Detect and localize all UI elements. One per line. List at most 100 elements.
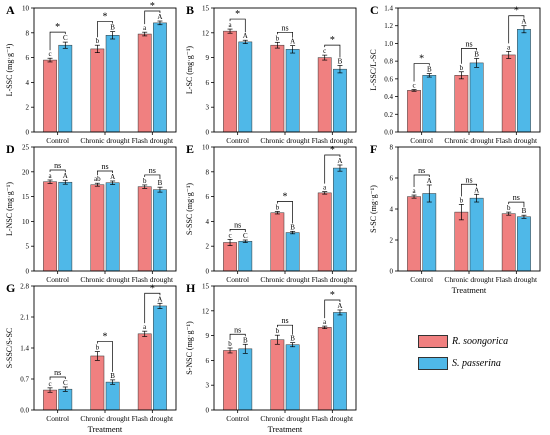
bar-r bbox=[137, 33, 152, 133]
significance-letter: b bbox=[276, 327, 280, 335]
x-tick-label: Control bbox=[226, 136, 249, 145]
bar-s bbox=[285, 344, 300, 411]
significance-letter: a bbox=[143, 24, 147, 32]
y-tick-label: 9 bbox=[206, 332, 210, 340]
x-tick-label: Chronic drought bbox=[260, 414, 310, 423]
significance-letter: b bbox=[276, 203, 280, 211]
y-tick-label: 6 bbox=[26, 54, 30, 62]
y-tick-label: 20 bbox=[22, 168, 30, 176]
y-tick-label: 0 bbox=[26, 129, 30, 137]
y-tick-label: 0 bbox=[206, 268, 210, 276]
panel-label: F bbox=[370, 142, 377, 156]
panel-c: C0.00.20.40.60.81.01.21.4L-SSC/L-SC cB*Co… bbox=[369, 3, 541, 145]
significance-letter: c bbox=[228, 231, 231, 239]
significance-letter: A bbox=[474, 186, 479, 194]
significance-mark: ns bbox=[234, 220, 241, 229]
y-tick-label: 2 bbox=[390, 237, 394, 245]
plot-frame bbox=[397, 146, 541, 272]
significance-letter: b bbox=[143, 177, 147, 185]
panel-label: B bbox=[186, 3, 194, 17]
y-tick-label: 1.2 bbox=[384, 22, 393, 30]
y-tick-label: 6 bbox=[206, 79, 210, 87]
x-tick-label: Control bbox=[410, 136, 433, 145]
y-tick-label: 2.8 bbox=[20, 283, 29, 291]
significance-letter: b bbox=[460, 196, 464, 204]
bar-s bbox=[333, 68, 347, 133]
y-tick-label: 9 bbox=[206, 54, 210, 62]
significance-letter: A bbox=[63, 172, 68, 180]
significance-letter: a bbox=[323, 318, 327, 326]
bar-s bbox=[105, 35, 120, 133]
significance-bracket bbox=[49, 31, 66, 51]
y-tick-label: 0 bbox=[26, 268, 30, 276]
y-tick-label: 3 bbox=[206, 104, 210, 112]
significance-bracket bbox=[97, 170, 113, 176]
y-tick-label: 4 bbox=[206, 218, 210, 226]
significance-letter: c bbox=[323, 47, 326, 55]
plot-frame bbox=[33, 7, 177, 133]
y-tick-label: 2.1 bbox=[20, 314, 29, 322]
panel-h: H 0 3 6 9 12 15 S-NSC (mg·g⁻¹) b Bns Control b Bns Ch… bbox=[185, 281, 357, 434]
significance-mark: * bbox=[103, 332, 108, 343]
significance-bracket bbox=[229, 229, 246, 232]
panel-g: G 0.0 0.7 1.4 2.1 2.8 S-SSC/S-SC c Cns Control b B *… bbox=[5, 281, 177, 434]
significance-letter: A bbox=[157, 295, 162, 303]
panel-f: F 0 2 4 6 8 S-SC (mg·g⁻¹) a Ans Control b Ans Chroni… bbox=[369, 142, 541, 295]
y-tick-label: 15 bbox=[202, 283, 210, 291]
significance-mark: * bbox=[514, 6, 519, 17]
bar-r bbox=[43, 59, 57, 133]
significance-letter: a bbox=[48, 172, 52, 180]
significance-bracket bbox=[144, 292, 161, 324]
significance-letter: A bbox=[290, 38, 295, 46]
y-tick-label: 5 bbox=[26, 243, 30, 251]
bar-r bbox=[317, 57, 332, 133]
x-tick-label: Control bbox=[46, 414, 69, 423]
x-tick-label: Chronic drought bbox=[444, 136, 494, 145]
plot-frame bbox=[33, 146, 177, 272]
legend-swatch-s-passerina bbox=[418, 356, 448, 370]
significance-bracket bbox=[413, 63, 430, 82]
significance-mark: ns bbox=[513, 193, 520, 202]
significance-letter: B bbox=[243, 336, 248, 344]
significance-bracket bbox=[324, 299, 341, 319]
x-tick-label: Chronic drought bbox=[80, 275, 130, 284]
bar-r bbox=[223, 30, 237, 133]
bar-s bbox=[333, 167, 347, 272]
y-tick-label: 1.0 bbox=[384, 40, 393, 48]
significance-bracket bbox=[324, 154, 341, 184]
x-tick-label: Control bbox=[410, 275, 433, 284]
significance-mark: ns bbox=[54, 368, 61, 377]
significance-bracket bbox=[508, 201, 525, 208]
y-tick-label: 1.4 bbox=[20, 345, 29, 353]
significance-bracket bbox=[229, 18, 246, 33]
x-tick-label: Chronic drought bbox=[260, 275, 310, 284]
significance-mark: ns bbox=[281, 23, 288, 32]
significance-letter: a bbox=[228, 21, 232, 29]
significance-bracket bbox=[49, 169, 66, 173]
panel-label: D bbox=[6, 142, 15, 156]
y-axis-label: S-SC (mg·g⁻¹) bbox=[369, 185, 378, 233]
legend: R. soongorica S. passerina bbox=[418, 332, 546, 376]
y-tick-label: 15 bbox=[202, 5, 210, 13]
bar-s bbox=[105, 381, 120, 411]
significance-letter: a bbox=[507, 43, 511, 51]
x-tick-label: Chronic drought bbox=[444, 275, 494, 284]
legend-item-r-soongorica: R. soongorica bbox=[418, 332, 546, 350]
y-axis-label: S-NSC (mg·g⁻¹) bbox=[185, 321, 194, 375]
x-axis-label: Treatment bbox=[268, 424, 303, 434]
y-tick-label: 4 bbox=[26, 79, 30, 87]
bar-r bbox=[90, 48, 105, 133]
plot-frame bbox=[213, 146, 357, 272]
y-tick-label: 0 bbox=[390, 268, 394, 276]
bar-s bbox=[422, 75, 437, 133]
legend-label-s-passerina: S. passerina bbox=[452, 357, 501, 369]
bar-s bbox=[58, 388, 73, 411]
bar-s bbox=[285, 49, 300, 133]
bar-r bbox=[43, 389, 57, 411]
plot-frame bbox=[213, 7, 357, 133]
y-tick-label: 10 bbox=[22, 5, 30, 13]
y-axis-label: S-SSC (mg·g⁻¹) bbox=[185, 183, 194, 236]
bar-r bbox=[317, 192, 332, 272]
